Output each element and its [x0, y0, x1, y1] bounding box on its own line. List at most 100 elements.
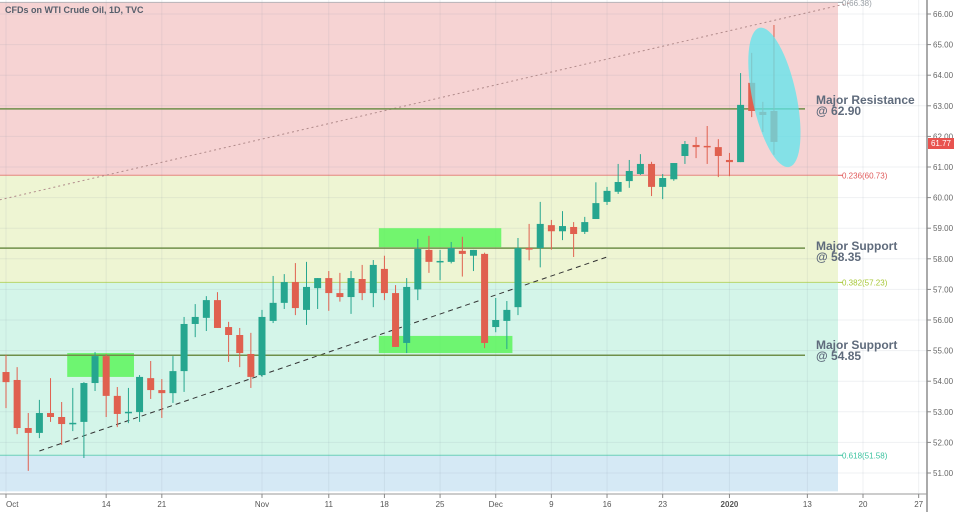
- support-label-2: Major Support @ 54.85: [816, 338, 898, 364]
- candle-body: [458, 250, 466, 254]
- fib-band: [0, 2, 838, 176]
- last-price-tag: 61.77: [928, 137, 954, 149]
- time-tick-label: 2020: [721, 500, 739, 509]
- time-tick-label: Nov: [255, 500, 269, 509]
- candle-body: [91, 356, 99, 384]
- time-tick-label: 14: [102, 500, 111, 509]
- price-tick-label: 55.00: [933, 347, 954, 356]
- time-tick-label: 9: [549, 500, 554, 509]
- candle-body: [280, 282, 288, 303]
- price-tick-label: 60.00: [933, 194, 954, 203]
- candle-body: [380, 268, 388, 294]
- price-tick-label: 57.00: [933, 285, 954, 294]
- time-tick-label: 16: [603, 500, 612, 509]
- candle-body: [291, 282, 299, 309]
- price-tick-label: 59.00: [933, 224, 954, 233]
- price-tick-label: 62.00: [933, 132, 954, 141]
- resistance-label: Major Resistance @ 62.90: [816, 92, 915, 118]
- resistance-label-line1: Major Resistance: [816, 92, 915, 107]
- candle-body: [725, 159, 733, 163]
- candle-body: [681, 144, 689, 156]
- time-tick-label: 20: [859, 500, 868, 509]
- trendline: [39, 256, 608, 452]
- candle-body: [202, 300, 210, 318]
- candle-body: [392, 293, 400, 347]
- candle-body: [325, 278, 333, 294]
- candle-body: [748, 82, 756, 112]
- candle-body: [670, 163, 678, 180]
- support-label-1-line2: @ 58.35: [816, 250, 862, 265]
- candle-body: [269, 302, 277, 321]
- support-label-2-line2: @ 54.85: [816, 349, 862, 364]
- highlight-ellipse: [748, 27, 801, 168]
- candle-body: [692, 144, 700, 148]
- candle-body: [536, 223, 544, 249]
- resistance-label-line2: @ 62.90: [816, 103, 862, 118]
- candle-body: [69, 422, 77, 425]
- support-label-1: Major Support @ 58.35: [816, 240, 897, 265]
- candle-body: [559, 226, 566, 232]
- candle-body: [514, 248, 522, 308]
- time-tick-label: 13: [803, 500, 812, 509]
- candle-body: [503, 309, 511, 321]
- candle-body: [592, 203, 600, 220]
- candle-body: [147, 378, 155, 391]
- price-tick-label: 54.00: [933, 377, 954, 386]
- time-tick-label: 23: [658, 500, 667, 509]
- candle-body: [169, 371, 177, 394]
- candle-body: [336, 293, 344, 298]
- candle-body: [714, 147, 722, 156]
- candle-body: [703, 145, 711, 148]
- candle-body: [358, 278, 366, 294]
- candle-body: [58, 417, 66, 425]
- candle-body: [124, 411, 132, 414]
- time-tick-label: Dec: [489, 500, 503, 509]
- candle-body: [447, 248, 455, 262]
- zone-rectangle: [378, 228, 502, 248]
- candle-body: [314, 278, 322, 289]
- candle-body: [13, 379, 21, 429]
- time-tick-label: 18: [380, 500, 389, 509]
- zone-rectangle: [378, 335, 513, 354]
- candle-body: [303, 286, 311, 310]
- fib-level-label: 0.382(57.23): [842, 278, 888, 287]
- candle-body: [347, 278, 355, 298]
- time-tick-label: 21: [157, 500, 166, 509]
- price-tick-label: 65.00: [933, 41, 954, 50]
- time-tick-label: 27: [914, 500, 923, 509]
- candle-body: [113, 395, 121, 414]
- price-tick-label: 63.00: [933, 102, 954, 111]
- candle-body: [492, 320, 500, 328]
- candle-body: [180, 323, 188, 372]
- candle-body: [436, 260, 444, 263]
- candle-body: [414, 249, 422, 290]
- candle-body: [258, 316, 266, 376]
- time-tick-label: 11: [325, 500, 334, 509]
- candle-body: [614, 181, 622, 192]
- candle-body: [47, 413, 55, 418]
- candle-body: [625, 170, 633, 182]
- candle-body: [636, 163, 644, 175]
- candle-body: [158, 390, 166, 394]
- candle-body: [2, 372, 10, 383]
- price-tick-label: 58.00: [933, 255, 954, 264]
- candle-body: [136, 376, 144, 413]
- candle-body: [737, 104, 745, 163]
- fib-band: [0, 455, 838, 492]
- support-label-2-line1: Major Support: [816, 338, 898, 353]
- price-tick-label: 64.00: [933, 71, 954, 80]
- candle-body: [80, 383, 88, 422]
- candle-body: [236, 334, 244, 354]
- candle-body: [603, 190, 611, 202]
- fib-level-label: 0(66.38): [842, 0, 872, 8]
- candle-body: [481, 253, 489, 343]
- candle-body: [403, 286, 411, 343]
- price-tick-label: 52.00: [933, 438, 954, 447]
- candle-body: [648, 163, 656, 187]
- candle-body: [525, 248, 533, 250]
- time-tick-label: 25: [436, 500, 445, 509]
- candle-body: [35, 413, 43, 433]
- candle-body: [469, 249, 477, 256]
- price-tick-label: 66.00: [933, 10, 954, 19]
